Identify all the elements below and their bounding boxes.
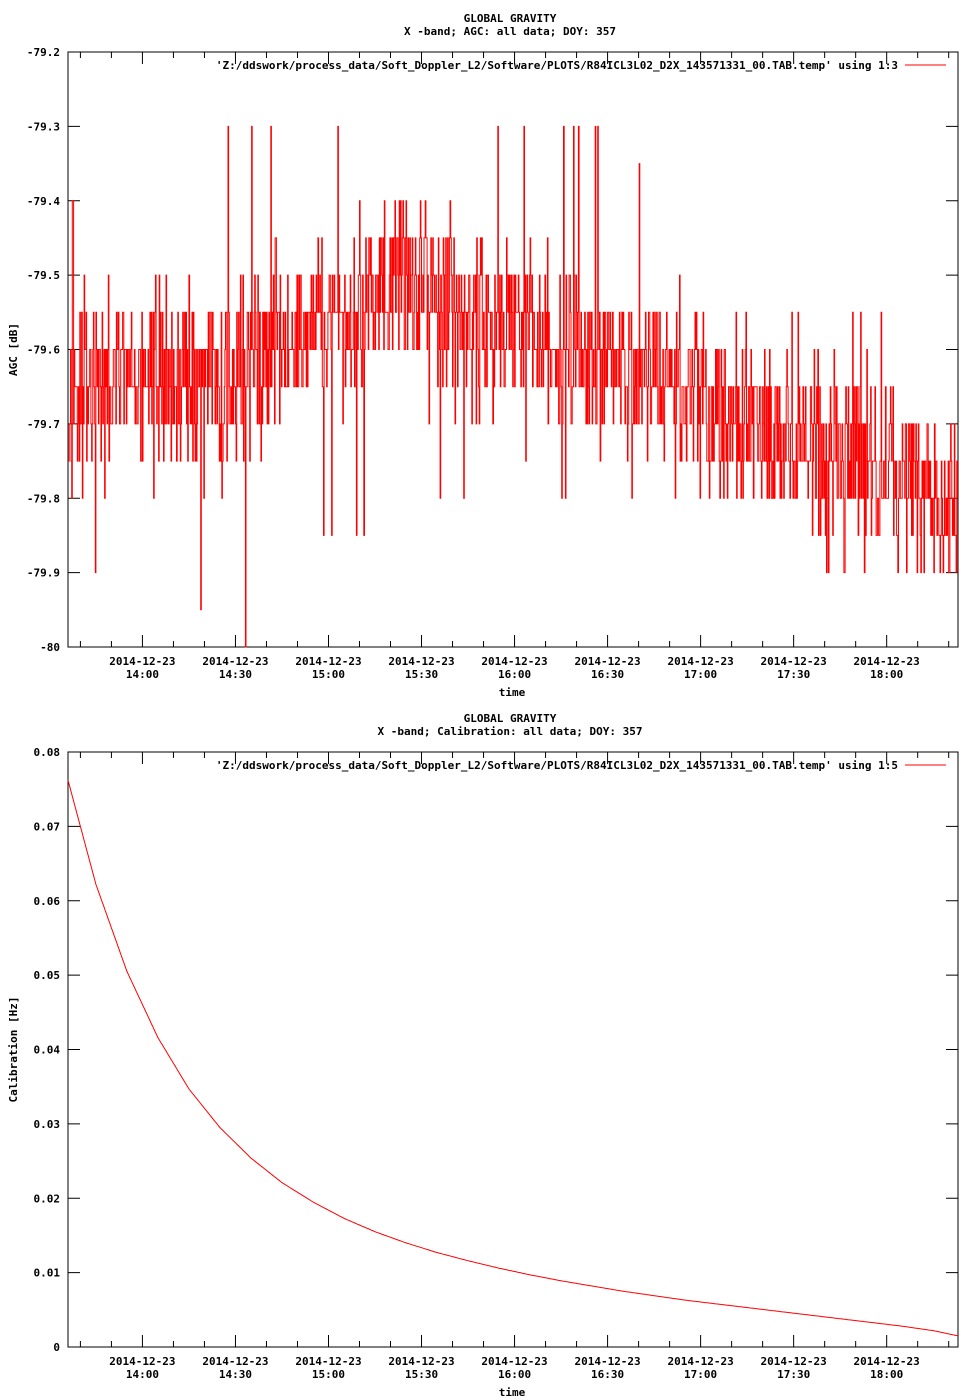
y-tick-label: 0.07 bbox=[34, 820, 61, 833]
x-tick-label-time: 14:30 bbox=[219, 1368, 252, 1381]
x-axis-label: time bbox=[499, 1386, 526, 1399]
y-tick-label: -79.3 bbox=[27, 120, 60, 133]
data-series-line bbox=[67, 780, 959, 1337]
x-tick-label-time: 18:00 bbox=[870, 668, 903, 681]
x-tick-label-date: 2014-12-23 bbox=[854, 1355, 920, 1368]
y-tick-label: 0.06 bbox=[34, 895, 61, 908]
x-tick-label-date: 2014-12-23 bbox=[109, 655, 175, 668]
x-tick-label-time: 14:00 bbox=[126, 668, 159, 681]
x-tick-label-time: 16:30 bbox=[591, 668, 624, 681]
x-tick-label-time: 15:30 bbox=[405, 1368, 438, 1381]
x-axis-label: time bbox=[499, 686, 526, 699]
y-tick-label: -80 bbox=[40, 641, 60, 654]
y-tick-label: 0.05 bbox=[34, 969, 61, 982]
y-tick-label: 0.01 bbox=[34, 1267, 61, 1280]
x-tick-label-date: 2014-12-23 bbox=[574, 1355, 640, 1368]
x-tick-label-time: 15:30 bbox=[405, 668, 438, 681]
y-tick-label: -79.6 bbox=[27, 344, 60, 357]
x-tick-label-time: 17:30 bbox=[777, 1368, 810, 1381]
chart-title: GLOBAL GRAVITY bbox=[464, 712, 557, 725]
chart-subtitle: X -band; Calibration: all data; DOY: 357 bbox=[378, 725, 643, 738]
x-tick-label-date: 2014-12-23 bbox=[109, 1355, 175, 1368]
x-tick-label-date: 2014-12-23 bbox=[295, 1355, 361, 1368]
y-tick-label: -79.8 bbox=[27, 492, 60, 505]
x-tick-label-time: 16:00 bbox=[498, 1368, 531, 1381]
chart-title: GLOBAL GRAVITY bbox=[464, 12, 557, 25]
plot-frame bbox=[67, 751, 959, 1348]
x-tick-label-date: 2014-12-23 bbox=[667, 655, 733, 668]
y-tick-label: 0 bbox=[53, 1341, 60, 1354]
x-tick-label-date: 2014-12-23 bbox=[481, 655, 547, 668]
x-tick-label-date: 2014-12-23 bbox=[854, 655, 920, 668]
y-tick-label: -79.5 bbox=[27, 269, 60, 282]
x-tick-label-date: 2014-12-23 bbox=[388, 1355, 454, 1368]
x-tick-label-time: 14:00 bbox=[126, 1368, 159, 1381]
y-tick-label: 0.03 bbox=[34, 1118, 61, 1131]
x-tick-label-date: 2014-12-23 bbox=[481, 1355, 547, 1368]
data-series-line bbox=[68, 125, 958, 648]
x-tick-label-time: 17:00 bbox=[684, 668, 717, 681]
legend-label: 'Z:/ddswork/process_data/Soft_Doppler_L2… bbox=[216, 59, 898, 72]
y-tick-label: 0.02 bbox=[34, 1192, 61, 1205]
x-tick-label-date: 2014-12-23 bbox=[295, 655, 361, 668]
y-tick-label: -79.4 bbox=[27, 195, 60, 208]
x-tick-label-date: 2014-12-23 bbox=[761, 1355, 827, 1368]
y-tick-label: -79.2 bbox=[27, 46, 60, 59]
x-tick-label-date: 2014-12-23 bbox=[574, 655, 640, 668]
x-tick-label-date: 2014-12-23 bbox=[667, 1355, 733, 1368]
legend-label: 'Z:/ddswork/process_data/Soft_Doppler_L2… bbox=[216, 759, 898, 772]
x-tick-label-time: 17:00 bbox=[684, 1368, 717, 1381]
chart-subtitle: X -band; AGC: all data; DOY: 357 bbox=[404, 25, 616, 38]
y-axis-label: Calibration [Hz] bbox=[7, 997, 20, 1103]
y-axis-label: AGC [dB] bbox=[7, 323, 20, 376]
x-tick-label-date: 2014-12-23 bbox=[388, 655, 454, 668]
y-tick-label: -79.9 bbox=[27, 567, 60, 580]
x-tick-label-time: 17:30 bbox=[777, 668, 810, 681]
x-tick-label-time: 16:00 bbox=[498, 668, 531, 681]
x-tick-label-time: 18:00 bbox=[870, 1368, 903, 1381]
y-tick-label: 0.04 bbox=[34, 1044, 61, 1057]
x-tick-label-date: 2014-12-23 bbox=[202, 655, 268, 668]
y-tick-label: 0.08 bbox=[34, 746, 61, 759]
x-tick-label-time: 16:30 bbox=[591, 1368, 624, 1381]
x-tick-label-date: 2014-12-23 bbox=[761, 655, 827, 668]
x-tick-label-time: 14:30 bbox=[219, 668, 252, 681]
x-tick-label-time: 15:00 bbox=[312, 1368, 345, 1381]
y-tick-label: -79.7 bbox=[27, 418, 60, 431]
x-tick-label-time: 15:00 bbox=[312, 668, 345, 681]
x-tick-label-date: 2014-12-23 bbox=[202, 1355, 268, 1368]
